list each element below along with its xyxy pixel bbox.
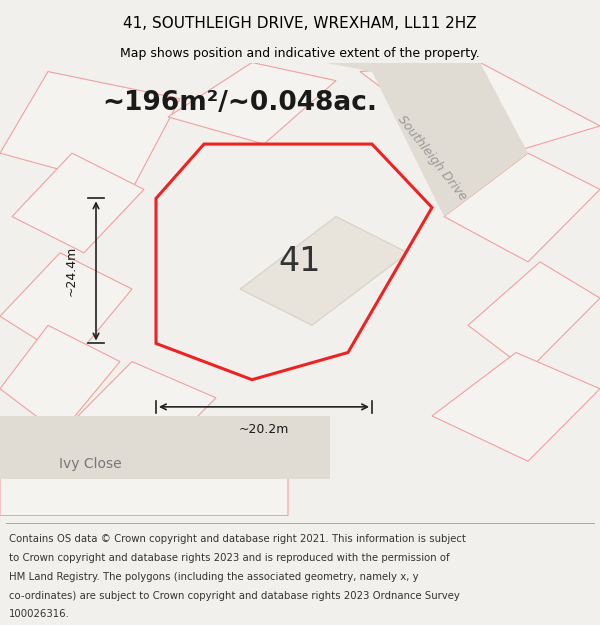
Text: Contains OS data © Crown copyright and database right 2021. This information is : Contains OS data © Crown copyright and d… [9, 534, 466, 544]
FancyBboxPatch shape [0, 416, 330, 479]
Polygon shape [60, 361, 216, 470]
Polygon shape [360, 62, 600, 162]
Polygon shape [444, 153, 600, 262]
Polygon shape [168, 62, 336, 144]
Text: 41, SOUTHLEIGH DRIVE, WREXHAM, LL11 2HZ: 41, SOUTHLEIGH DRIVE, WREXHAM, LL11 2HZ [123, 16, 477, 31]
Polygon shape [0, 325, 120, 434]
Text: ~24.4m: ~24.4m [65, 246, 78, 296]
Polygon shape [432, 352, 600, 461]
Text: Map shows position and indicative extent of the property.: Map shows position and indicative extent… [120, 48, 480, 60]
Polygon shape [324, 62, 528, 216]
Polygon shape [0, 434, 288, 516]
Text: Southleigh Drive: Southleigh Drive [395, 112, 469, 202]
Text: 100026316.: 100026316. [9, 609, 70, 619]
Polygon shape [12, 153, 144, 252]
Text: co-ordinates) are subject to Crown copyright and database rights 2023 Ordnance S: co-ordinates) are subject to Crown copyr… [9, 591, 460, 601]
Text: 41: 41 [279, 246, 321, 278]
Polygon shape [240, 216, 408, 325]
Text: ~196m²/~0.048ac.: ~196m²/~0.048ac. [103, 90, 377, 116]
Text: to Crown copyright and database rights 2023 and is reproduced with the permissio: to Crown copyright and database rights 2… [9, 553, 449, 563]
Text: HM Land Registry. The polygons (including the associated geometry, namely x, y: HM Land Registry. The polygons (includin… [9, 572, 419, 582]
Text: Ivy Close: Ivy Close [59, 456, 121, 471]
Polygon shape [0, 71, 180, 189]
Text: ~20.2m: ~20.2m [239, 422, 289, 436]
Polygon shape [0, 253, 132, 361]
Polygon shape [468, 262, 600, 371]
